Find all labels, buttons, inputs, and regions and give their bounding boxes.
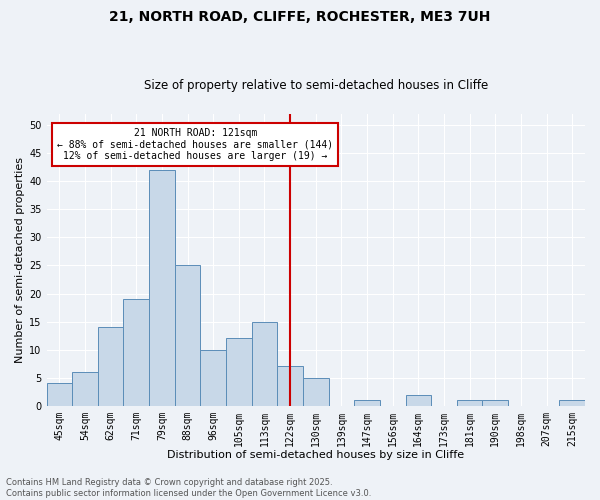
Y-axis label: Number of semi-detached properties: Number of semi-detached properties bbox=[15, 157, 25, 363]
Bar bbox=[482, 400, 508, 406]
Text: 21, NORTH ROAD, CLIFFE, ROCHESTER, ME3 7UH: 21, NORTH ROAD, CLIFFE, ROCHESTER, ME3 7… bbox=[109, 10, 491, 24]
X-axis label: Distribution of semi-detached houses by size in Cliffe: Distribution of semi-detached houses by … bbox=[167, 450, 464, 460]
Bar bbox=[175, 266, 200, 406]
Bar bbox=[406, 394, 431, 406]
Bar bbox=[47, 384, 72, 406]
Bar bbox=[277, 366, 303, 406]
Bar bbox=[303, 378, 329, 406]
Title: Size of property relative to semi-detached houses in Cliffe: Size of property relative to semi-detach… bbox=[143, 79, 488, 92]
Bar bbox=[354, 400, 380, 406]
Bar bbox=[226, 338, 251, 406]
Bar bbox=[149, 170, 175, 406]
Text: 21 NORTH ROAD: 121sqm
← 88% of semi-detached houses are smaller (144)
12% of sem: 21 NORTH ROAD: 121sqm ← 88% of semi-deta… bbox=[57, 128, 334, 161]
Bar bbox=[251, 322, 277, 406]
Bar bbox=[72, 372, 98, 406]
Bar bbox=[124, 299, 149, 406]
Bar bbox=[559, 400, 585, 406]
Bar bbox=[457, 400, 482, 406]
Text: Contains HM Land Registry data © Crown copyright and database right 2025.
Contai: Contains HM Land Registry data © Crown c… bbox=[6, 478, 371, 498]
Bar bbox=[98, 327, 124, 406]
Bar bbox=[200, 350, 226, 406]
